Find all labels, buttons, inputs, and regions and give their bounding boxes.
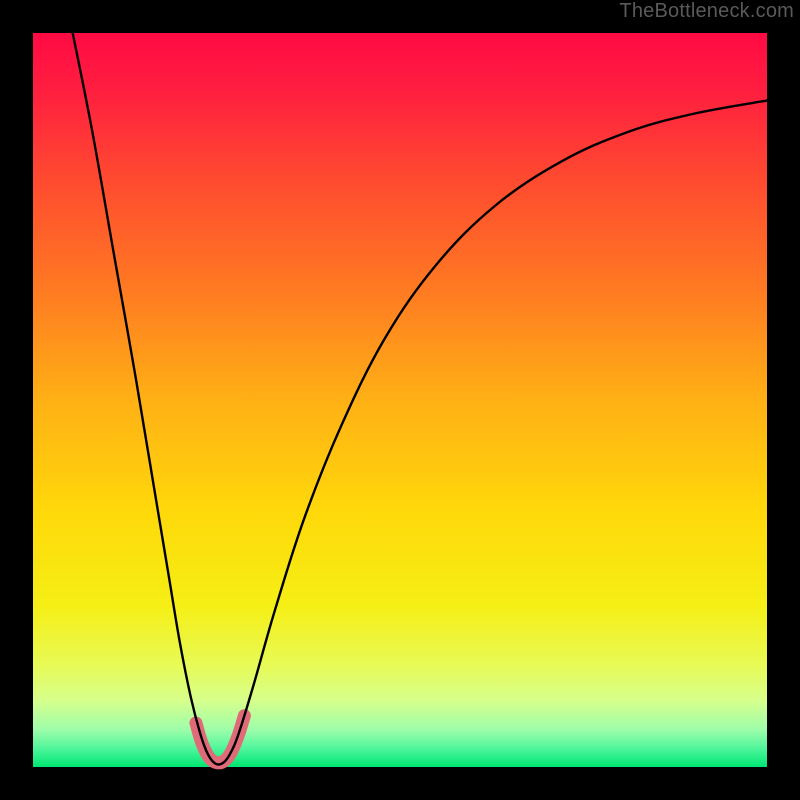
- chart-svg: [33, 33, 767, 767]
- gradient-background: [33, 33, 767, 767]
- watermark-text: TheBottleneck.com: [619, 0, 794, 23]
- frame: TheBottleneck.com: [0, 0, 800, 800]
- plot-area: [33, 33, 767, 767]
